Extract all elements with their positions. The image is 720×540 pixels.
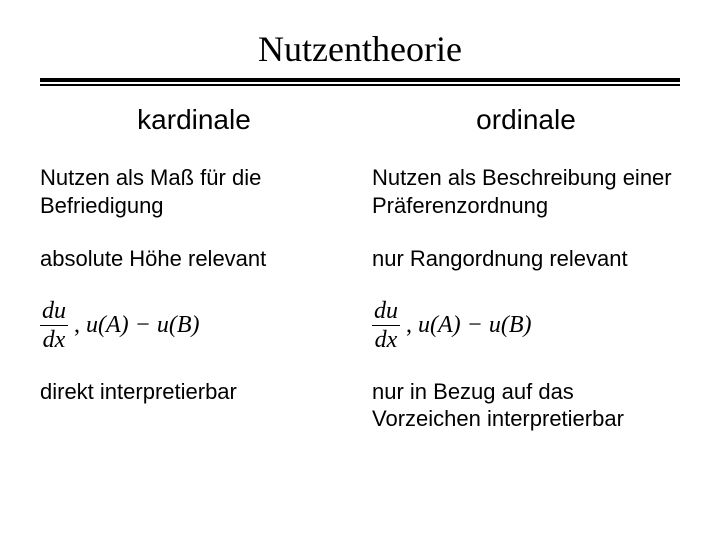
fraction-denominator: dx: [41, 328, 68, 352]
title-rule: [40, 78, 680, 86]
fraction-icon: du dx: [40, 299, 68, 352]
comma: ,: [74, 310, 80, 340]
fraction-icon: du dx: [372, 299, 400, 352]
difference-expression: u(A) − u(B): [418, 310, 531, 340]
cell-r1-right: Nutzen als Beschreibung einer Präferenzo…: [372, 164, 680, 219]
fraction-bar: [372, 325, 400, 326]
cell-r3-left: du dx , u(A) − u(B): [40, 299, 348, 352]
cell-r2-left: absolute Höhe relevant: [40, 245, 348, 273]
cell-r2-right: nur Rangordnung relevant: [372, 245, 680, 273]
difference-expression: u(A) − u(B): [86, 310, 199, 340]
comma: ,: [406, 310, 412, 340]
formula-right: du dx , u(A) − u(B): [372, 299, 680, 352]
column-header-left: kardinale: [40, 104, 348, 136]
rule-bot: [40, 84, 680, 86]
rule-top: [40, 78, 680, 82]
cell-r1-left: Nutzen als Maß für die Befriedigung: [40, 164, 348, 219]
slide: Nutzentheorie kardinale ordinale Nutzen …: [0, 0, 720, 540]
fraction-numerator: du: [40, 299, 68, 323]
fraction-bar: [40, 325, 68, 326]
fraction-numerator: du: [372, 299, 400, 323]
formula-left: du dx , u(A) − u(B): [40, 299, 348, 352]
cell-r3-right: du dx , u(A) − u(B): [372, 299, 680, 352]
column-header-right: ordinale: [372, 104, 680, 136]
cell-r4-left: direkt interpretierbar: [40, 378, 348, 433]
cell-r4-right: nur in Bezug auf das Vorzeichen interpre…: [372, 378, 680, 433]
fraction-denominator: dx: [373, 328, 400, 352]
content-grid: kardinale ordinale Nutzen als Maß für di…: [40, 104, 680, 433]
slide-title: Nutzentheorie: [40, 28, 680, 70]
